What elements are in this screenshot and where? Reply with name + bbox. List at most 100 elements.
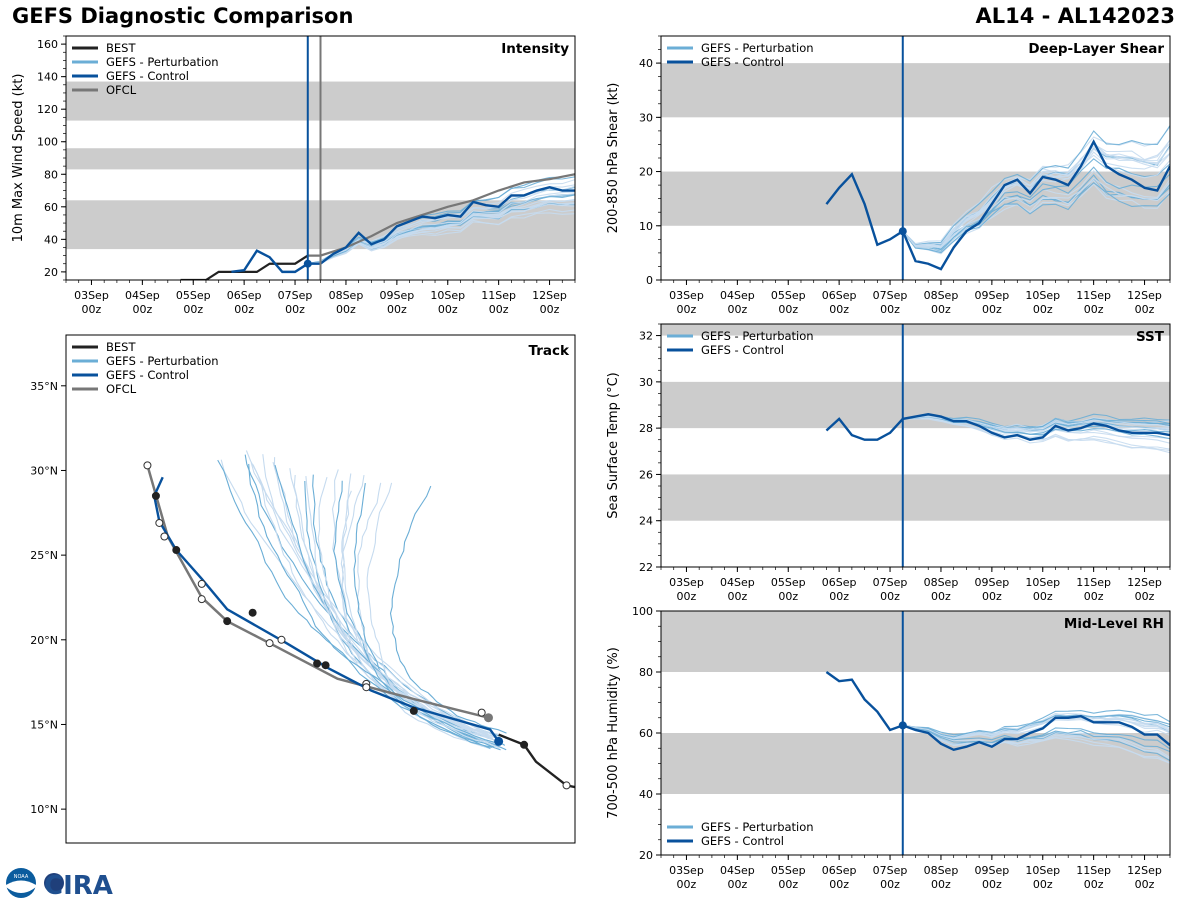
x-tick-day: 04Sep [125,289,160,302]
x-tick-hour: 00z [1135,878,1155,891]
legend-label: GEFS - Perturbation [701,329,814,343]
x-tick-day: 09Sep [974,289,1009,302]
perturbation-track [389,485,507,734]
y-tick-label: 26 [639,468,653,481]
x-tick-hour: 00z [132,303,152,316]
perturbation-member-line [307,199,575,265]
y-axis-label: 200-850 hPa Shear (kt) [606,83,621,234]
track-point [248,608,257,617]
panel-title: Mid-Level RH [1064,616,1164,632]
best-track [498,733,575,789]
x-tick-day: 05Sep [771,864,806,877]
x-tick-hour: 00z [982,878,1002,891]
panel-title: Deep-Layer Shear [1028,41,1164,57]
x-tick-hour: 00z [540,303,560,316]
x-tick-hour: 00z [677,590,697,603]
figure-title: GEFS Diagnostic Comparison [12,4,354,28]
rh-plot-area [661,611,1170,794]
x-tick-day: 07Sep [873,864,908,877]
y-tick-label: 40 [639,57,653,70]
y-tick-label: 20 [639,849,653,862]
globe-icon [44,873,64,893]
cira-logo: NOAA CIRA [6,868,113,900]
x-tick-hour: 00z [82,303,102,316]
legend-label: GEFS - Perturbation [701,41,814,55]
y-tick-label: 80 [44,168,58,181]
perturbation-member-line [902,719,1170,740]
panel-title: Track [529,343,570,359]
x-tick-day: 10Sep [1025,864,1060,877]
legend-label: GEFS - Control [701,55,784,69]
legend-label: GEFS - Perturbation [106,354,219,368]
legend-label: OFCL [106,83,137,97]
x-tick-day: 08Sep [329,289,364,302]
x-tick-day: 12Sep [1127,289,1162,302]
x-tick-hour: 00z [234,303,254,316]
x-tick-day: 10Sep [430,289,465,302]
track-point [321,661,330,670]
x-tick-hour: 00z [1033,878,1053,891]
perturbation-track [293,474,497,745]
perturbation-track [353,483,495,748]
track-point [483,713,493,723]
y-tick-label: 40 [44,233,58,246]
lat-tick-label: 35°N [30,380,58,393]
x-tick-hour: 00z [982,303,1002,316]
track-plot-area [143,450,575,790]
x-tick-hour: 00z [982,590,1002,603]
x-tick-day: 08Sep [924,864,959,877]
perturbation-track [220,459,494,739]
x-tick-day: 12Sep [532,289,567,302]
perturbation-member-line [902,126,1170,245]
lat-tick-label: 10°N [30,803,58,816]
x-tick-hour: 00z [438,303,458,316]
x-tick-day: 08Sep [924,289,959,302]
perturbation-track [366,482,499,742]
perturbation-member-line [902,416,1170,440]
perturbation-track [357,482,488,734]
rh-panel: 2040608010003Sep00z04Sep00z05Sep00z06Sep… [606,605,1171,891]
track-point [172,546,181,555]
x-tick-hour: 00z [183,303,203,316]
cira-logo-text: CIRA [44,871,113,900]
x-tick-hour: 00z [1033,303,1053,316]
y-tick-label: 120 [37,103,58,116]
x-tick-hour: 00z [778,303,798,316]
perturbation-track [272,461,500,749]
x-tick-hour: 00z [677,878,697,891]
noaa-logo-text: NOAA [14,874,29,880]
panel-title: Intensity [501,41,569,57]
x-tick-day: 07Sep [873,576,908,589]
perturbation-member-line [307,212,575,265]
x-tick-day: 04Sep [720,576,755,589]
axes-frame [65,334,576,844]
y-tick-label: 0 [646,274,653,287]
legend-label: BEST [106,340,136,354]
x-tick-day: 06Sep [822,576,857,589]
perturbation-member-line [902,417,1170,450]
x-tick-day: 08Sep [924,576,959,589]
y-tick-label: 22 [639,561,653,574]
x-tick-hour: 00z [1084,878,1104,891]
legend-label: GEFS - Perturbation [701,820,814,834]
x-tick-day: 04Sep [720,289,755,302]
perturbation-track [305,476,491,745]
perturbation-track [273,457,500,736]
y-axis-label: 10m Max Wind Speed (kt) [11,74,26,243]
x-tick-day: 07Sep [873,289,908,302]
y-tick-label: 30 [639,111,653,124]
y-tick-label: 140 [37,71,58,84]
x-tick-hour: 00z [829,878,849,891]
x-tick-day: 11Sep [1076,289,1111,302]
perturbation-member-line [307,176,575,265]
x-tick-day: 09Sep [974,576,1009,589]
x-tick-hour: 00z [829,303,849,316]
perturbation-member-line [902,724,1170,753]
track-point [143,461,152,470]
axes-frame [660,323,1171,568]
perturbation-member-line [902,125,1170,246]
x-tick-day: 03Sep [669,864,704,877]
x-tick-day: 05Sep [771,576,806,589]
perturbation-track [341,473,489,735]
x-tick-hour: 00z [1135,590,1155,603]
